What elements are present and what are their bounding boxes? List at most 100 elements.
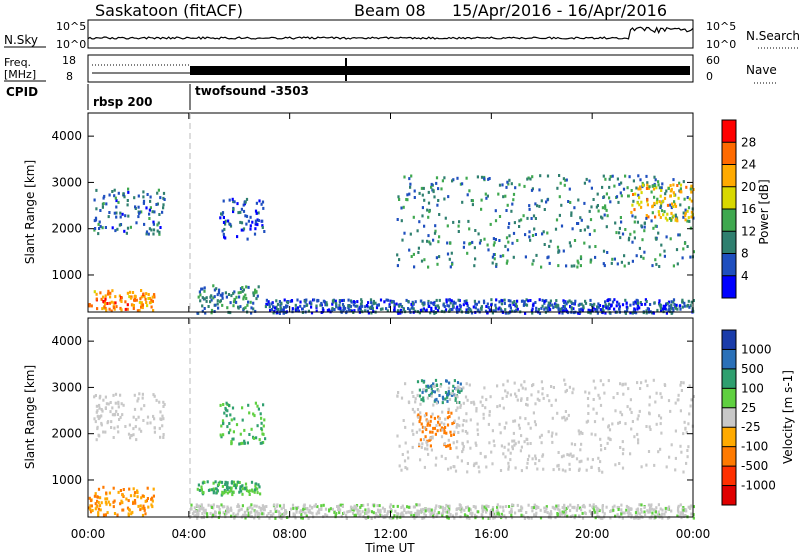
vel-cell xyxy=(435,456,438,460)
power-cell xyxy=(268,305,271,309)
power-cell xyxy=(545,306,549,310)
power-cell xyxy=(421,193,424,197)
vel-cell xyxy=(222,433,225,437)
power-cell xyxy=(659,216,662,219)
power-cell xyxy=(310,305,313,309)
power-cell xyxy=(651,211,654,215)
vel-cell xyxy=(398,444,401,448)
power-cell xyxy=(315,304,318,308)
power-cell xyxy=(421,301,424,305)
power-cell xyxy=(681,300,684,304)
power-cell xyxy=(282,306,285,310)
power-cell xyxy=(94,227,97,230)
vel-cell xyxy=(623,511,626,515)
power-cell xyxy=(542,230,545,234)
power-cell xyxy=(508,178,511,182)
vel-cell xyxy=(599,437,602,441)
vel-cell xyxy=(551,416,554,420)
vel-cell xyxy=(682,381,685,385)
power-cell xyxy=(433,195,436,199)
vel-cell xyxy=(160,418,163,421)
power-cell xyxy=(663,254,666,258)
vel-cell xyxy=(689,404,692,408)
power-cell xyxy=(556,186,559,190)
power-cell xyxy=(672,298,676,302)
power-cell xyxy=(508,222,511,226)
power-cell xyxy=(418,220,421,224)
power-colorbar-label: Power [dB] xyxy=(757,179,771,244)
power-cell xyxy=(104,297,107,301)
vel-cell xyxy=(619,446,622,449)
vel-cell xyxy=(370,510,374,514)
power-cell xyxy=(676,262,679,266)
power-cell xyxy=(156,202,159,206)
vel-cell xyxy=(377,510,380,514)
power-cell xyxy=(246,237,249,241)
vel-cell xyxy=(670,443,673,447)
vel-cell xyxy=(613,504,616,508)
power-cell xyxy=(660,189,663,192)
power-cell xyxy=(514,186,517,190)
vel-cell xyxy=(493,516,496,520)
vel-cell xyxy=(239,432,242,436)
vel-cell xyxy=(230,514,233,518)
power-cell xyxy=(646,307,649,311)
vel-cell xyxy=(151,505,154,509)
power-cell xyxy=(589,218,593,222)
vel-cell xyxy=(488,441,491,445)
power-cell xyxy=(627,261,630,265)
power-cell xyxy=(541,232,544,236)
power-cell xyxy=(153,293,156,297)
power-cell xyxy=(572,311,575,315)
power-cell xyxy=(672,205,675,208)
vel-cell xyxy=(438,394,441,397)
power-cell xyxy=(400,305,404,308)
velocity-colorbar-tick-label: 100 xyxy=(741,381,764,395)
vel-cell xyxy=(494,514,497,518)
vel-cell xyxy=(646,384,649,388)
power-cell xyxy=(438,298,441,302)
power-cell xyxy=(578,308,581,312)
vel-cell xyxy=(461,429,464,433)
vel-cell xyxy=(689,505,692,509)
power-cell xyxy=(469,308,472,311)
vel-cell xyxy=(383,508,386,511)
vel-cell xyxy=(438,423,441,427)
vel-cell xyxy=(527,422,530,426)
power-cell xyxy=(585,177,588,181)
power-cell xyxy=(589,303,592,306)
power-cell xyxy=(221,296,224,300)
power-cell xyxy=(444,308,448,312)
power-cell xyxy=(531,262,534,266)
power-cell xyxy=(275,299,278,303)
vel-cell xyxy=(260,421,263,425)
nsky-tick-top: 10^5 xyxy=(56,20,86,33)
vel-cell xyxy=(352,508,356,512)
vel-cell xyxy=(649,428,652,431)
power-cell xyxy=(261,219,264,223)
vel-cell xyxy=(152,414,155,418)
vel-cell xyxy=(460,510,463,514)
vel-cell xyxy=(412,395,415,398)
power-cell xyxy=(654,224,657,228)
power-cell xyxy=(126,307,129,311)
power-cell xyxy=(434,224,437,228)
power-cell xyxy=(104,302,107,306)
vel-cell xyxy=(437,389,440,393)
power-cell xyxy=(635,254,638,258)
power-cell xyxy=(577,311,580,315)
vel-cell xyxy=(430,448,433,452)
vel-cell xyxy=(249,505,252,509)
vel-cell xyxy=(580,459,583,463)
power-cell xyxy=(112,306,115,310)
vel-cell xyxy=(105,502,108,506)
power-cell xyxy=(365,304,369,307)
vel-cell xyxy=(282,512,285,516)
vel-cell xyxy=(420,398,423,402)
power-cell xyxy=(655,237,658,241)
x-tick-label: 12:00 xyxy=(373,527,408,541)
vel-cell xyxy=(621,466,625,470)
power-cell xyxy=(372,302,375,306)
vel-cell xyxy=(128,423,131,427)
